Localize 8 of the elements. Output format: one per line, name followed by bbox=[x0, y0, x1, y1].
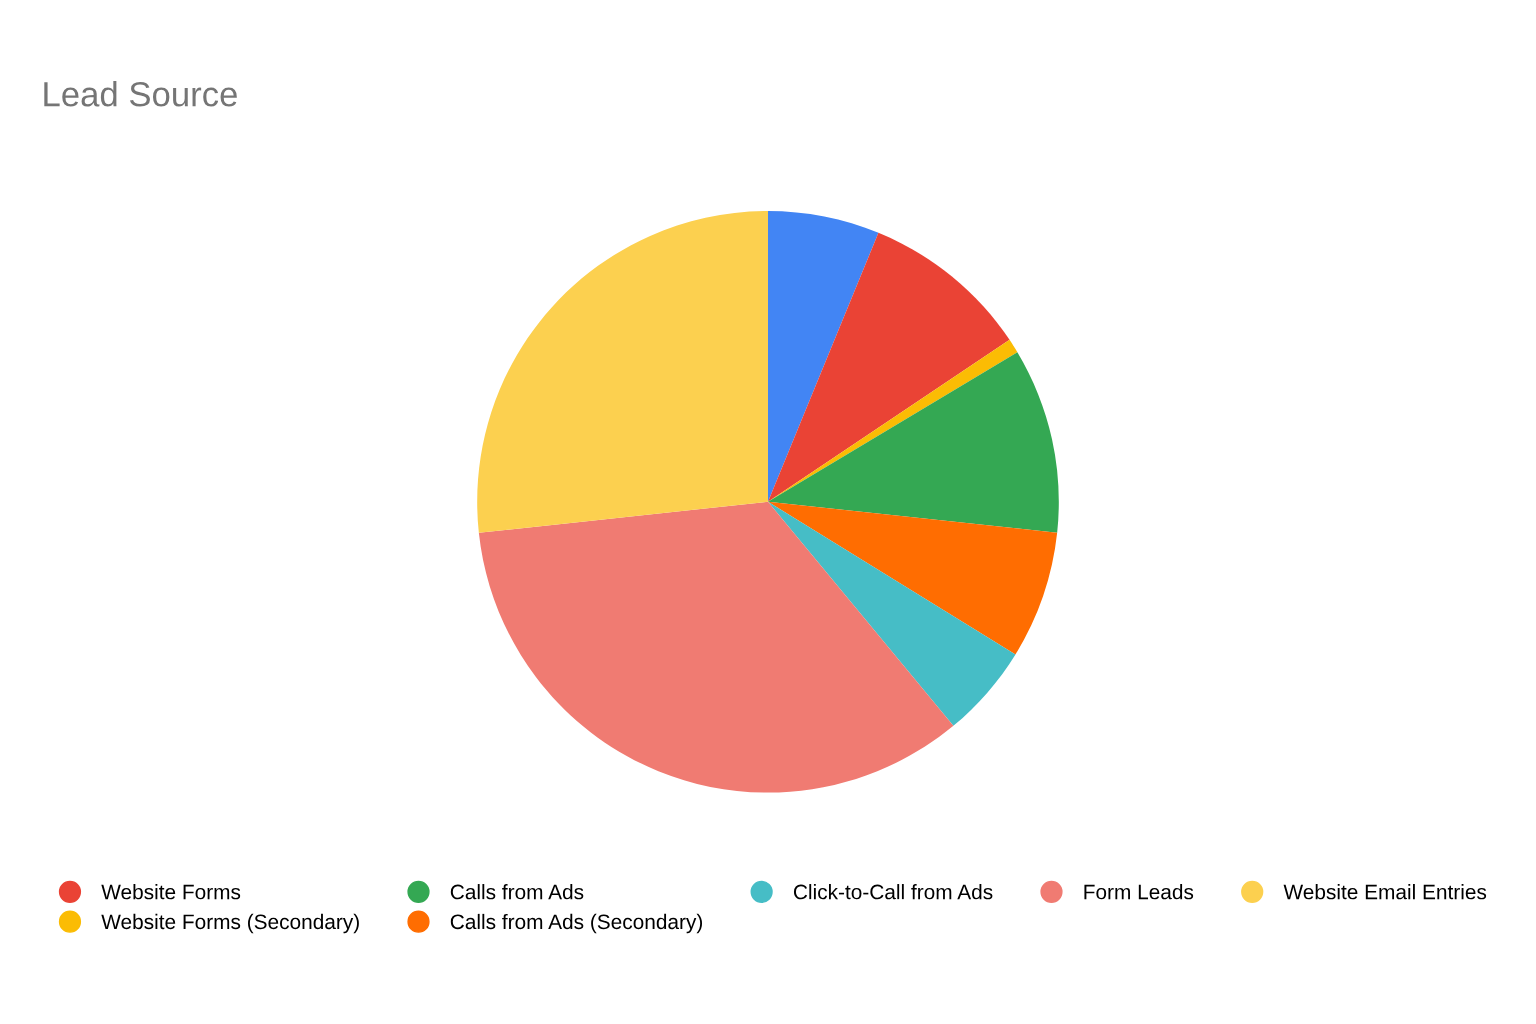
legend-label: Website Email Entries bbox=[1283, 884, 1487, 900]
legend-label: Calls from Ads (Secondary) bbox=[450, 913, 703, 934]
legend-label: Website Forms (Secondary) bbox=[101, 913, 359, 934]
legend-label: Click-to-Call from Ads bbox=[793, 884, 993, 900]
chart-title: Lead Source bbox=[44, 81, 237, 107]
legend-label: Website Forms bbox=[101, 884, 241, 900]
legend-label: Calls from Ads bbox=[450, 884, 584, 900]
legend-label: Form Leads bbox=[1084, 884, 1194, 900]
